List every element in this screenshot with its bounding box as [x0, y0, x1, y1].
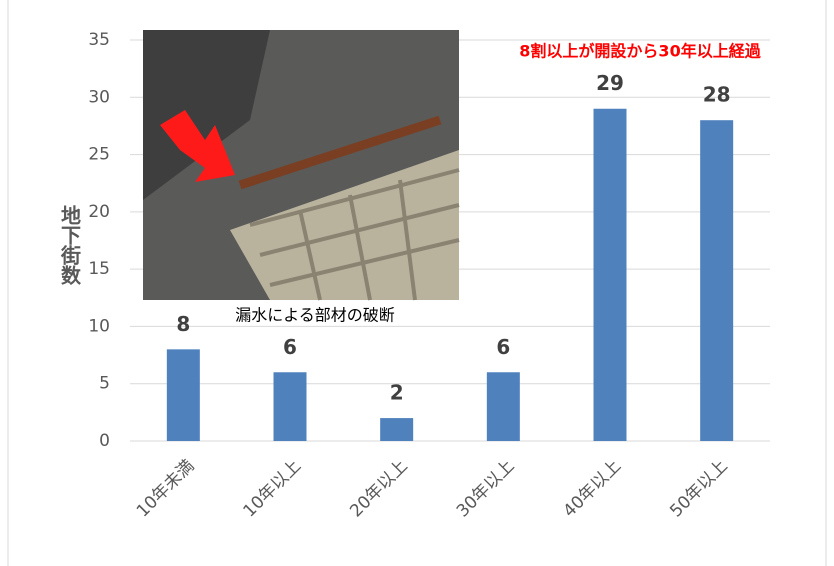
bar [700, 120, 733, 441]
data-label: 2 [390, 381, 404, 405]
y-tick-label: 35 [88, 30, 110, 50]
x-tick-label: 10年以上 [240, 456, 306, 522]
x-tick-label: 30年以上 [453, 456, 519, 522]
data-label: 29 [596, 71, 624, 95]
y-tick-label: 25 [88, 145, 110, 165]
bar [594, 109, 627, 441]
x-tick-label: 20年以上 [346, 456, 412, 522]
photo-caption: 漏水による部材の破断 [235, 306, 395, 325]
data-label: 6 [283, 335, 297, 359]
data-label: 6 [496, 335, 510, 359]
y-tick-label: 5 [99, 374, 110, 394]
y-axis-label: 地下街数 [58, 205, 82, 286]
y-tick-label: 0 [99, 431, 110, 451]
photo: 漏水による部材の破断 [143, 30, 459, 325]
bar [487, 372, 520, 441]
chart: 漏水による部材の破断 8割以上が開設から30年以上経過 地下街数 0 5 10 15 2… [0, 0, 834, 566]
annotation: 8割以上が開設から30年以上経過 [519, 42, 761, 61]
y-tick-label: 15 [88, 259, 110, 279]
y-tick-label: 30 [88, 87, 110, 107]
bar [274, 372, 307, 441]
x-tick-label: 10年未満 [133, 456, 199, 522]
bar [167, 349, 200, 441]
y-tick-label: 10 [88, 316, 110, 336]
x-tick-label: 40年以上 [560, 456, 626, 522]
data-label: 8 [176, 312, 190, 336]
y-tick-label: 20 [88, 202, 110, 222]
x-tick-label: 50年以上 [666, 456, 732, 522]
bar [380, 418, 413, 441]
data-label: 28 [703, 83, 731, 107]
